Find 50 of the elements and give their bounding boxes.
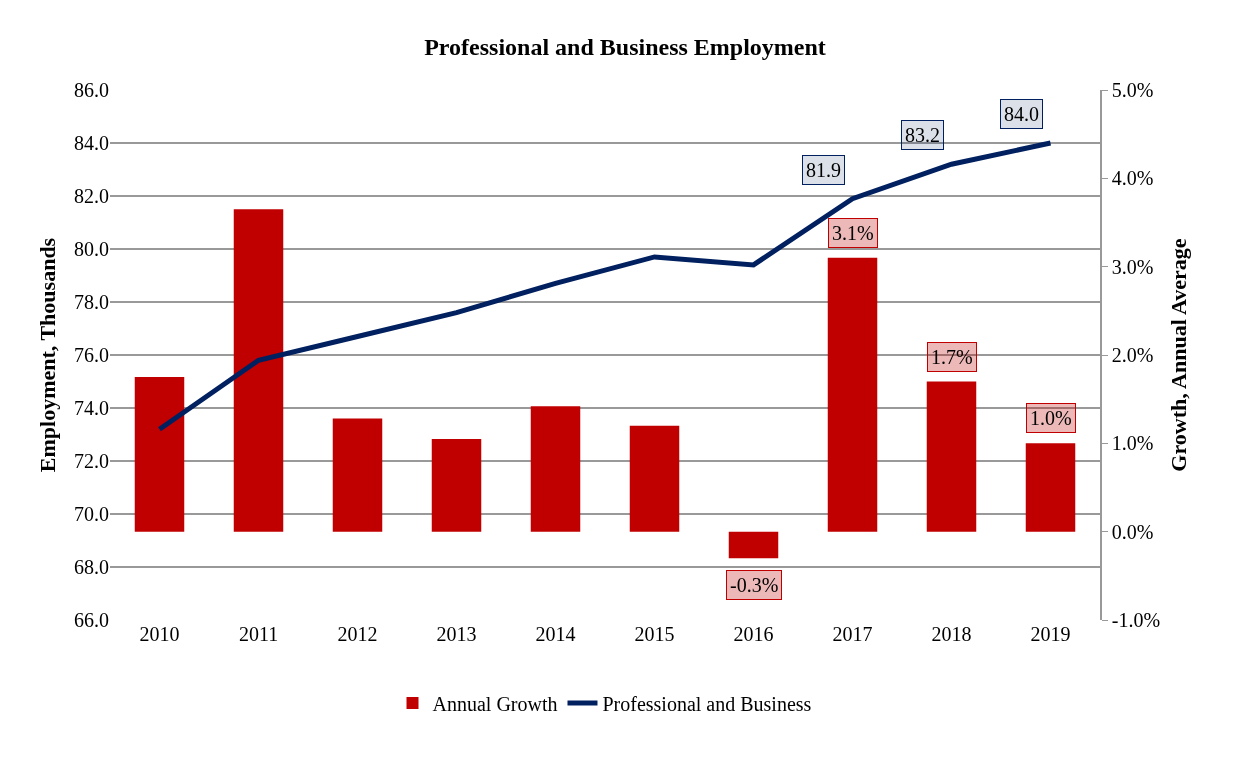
y-axis-title: Employment, Thousands — [34, 237, 60, 473]
legend-label: Annual Growth — [432, 692, 558, 715]
bar — [134, 377, 185, 532]
y-tick-label: 80.0 — [74, 238, 109, 260]
bar — [728, 531, 779, 559]
bar — [926, 381, 977, 532]
y2-tick-label: 2.0% — [1111, 344, 1154, 366]
bar — [431, 438, 482, 532]
y-tick-label: 86.0 — [74, 79, 109, 101]
bar — [1025, 443, 1076, 532]
y-tick-label: 74.0 — [74, 397, 109, 419]
bar — [530, 406, 581, 532]
x-tick-label: 2018 — [931, 623, 972, 645]
x-tick-label: 2019 — [1030, 623, 1071, 645]
y2-tick-label: -1.0% — [1111, 609, 1161, 631]
y2-tick-label: 5.0% — [1111, 79, 1154, 101]
y-tick-label: 76.0 — [74, 344, 109, 366]
y-tick-label: 68.0 — [74, 556, 109, 578]
y-tick-label: 84.0 — [74, 132, 109, 154]
x-tick-label: 2014 — [535, 623, 576, 645]
y2-tick-label: 0.0% — [1111, 520, 1154, 543]
data-label: 1.0% — [1030, 407, 1072, 429]
x-tick-label: 2017 — [832, 623, 873, 645]
legend-label: Professional and Business — [602, 692, 812, 715]
y-tick-label: 66.0 — [74, 609, 109, 631]
data-label: 3.1% — [832, 222, 874, 244]
x-tick-label: 2010 — [139, 623, 180, 645]
y-tick-label: 70.0 — [74, 503, 109, 525]
x-tick-label: 2013 — [436, 623, 477, 645]
data-label: 1.7% — [931, 346, 973, 368]
y-tick-label: 82.0 — [74, 185, 109, 207]
bar — [233, 209, 284, 532]
bar — [827, 257, 878, 532]
y-tick-label: 78.0 — [74, 291, 109, 313]
data-label: -0.3% — [730, 574, 779, 596]
bar — [332, 418, 383, 532]
bar — [629, 425, 680, 532]
x-tick-label: 2012 — [337, 623, 378, 645]
y-tick-label: 72.0 — [74, 450, 109, 472]
x-tick-label: 2016 — [733, 623, 774, 645]
data-label: 81.9 — [806, 159, 841, 181]
y2-tick-label: 4.0% — [1111, 167, 1154, 190]
chart-title: Professional and Business Employment — [424, 33, 826, 60]
y2-tick-label: 1.0% — [1111, 432, 1154, 455]
y2-axis-title: Growth, Annual Average — [1166, 238, 1192, 472]
data-label: 83.2 — [905, 124, 940, 146]
x-tick-label: 2015 — [634, 623, 675, 645]
x-tick-label: 2011 — [238, 623, 279, 645]
y2-tick-label: 3.0% — [1111, 255, 1154, 278]
data-label: 84.0 — [1004, 103, 1039, 125]
